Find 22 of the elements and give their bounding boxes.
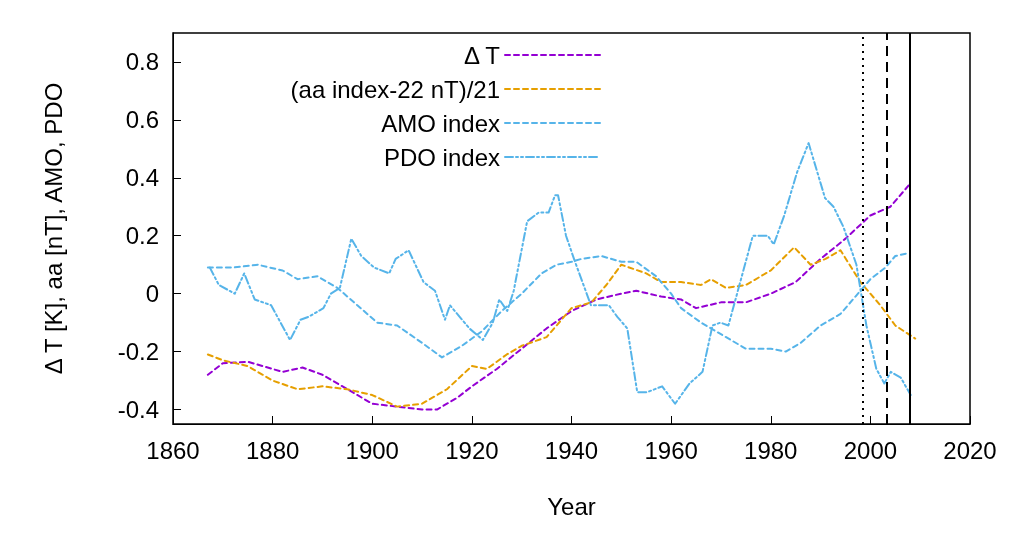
x-tick-label: 1880: [245, 436, 300, 464]
x-axis-title: Year: [547, 492, 596, 520]
x-tick-label: 1960: [644, 436, 698, 464]
x-tick-label: 2020: [943, 436, 997, 464]
x-tick-label: 1900: [345, 436, 399, 464]
legend-label: AMO index: [381, 109, 500, 137]
legend-label: (aa index-22 nT)/21: [290, 75, 500, 103]
y-tick-label: 0.4: [125, 164, 159, 192]
legend-label: Δ T: [463, 41, 501, 69]
x-tick-label: 1920: [445, 436, 499, 464]
y-axis-title: Δ T [K], aa [nT], AMO, PDO: [39, 82, 67, 375]
y-tick-label: 0.2: [125, 222, 159, 250]
legend-label: PDO index: [383, 143, 500, 171]
x-tick-label: 1860: [146, 436, 200, 464]
y-tick-label: 0.6: [125, 106, 159, 134]
y-tick-label: -0.4: [117, 396, 159, 424]
y-tick-label: -0.2: [117, 338, 159, 366]
x-tick-label: 2000: [843, 436, 898, 464]
x-tick-label: 1980: [744, 436, 798, 464]
y-tick-label: 0: [145, 280, 159, 308]
y-tick-label: 0.8: [125, 48, 159, 76]
x-tick-label: 1940: [544, 436, 599, 464]
